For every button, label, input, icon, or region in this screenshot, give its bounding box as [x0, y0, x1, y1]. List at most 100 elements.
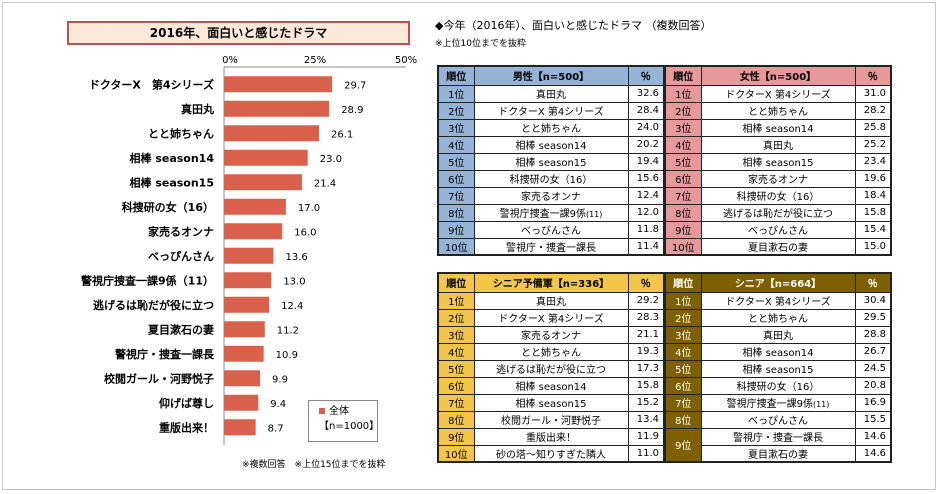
drama-title-cell: 科捜研の女（16）: [700, 376, 856, 395]
percent-cell: 19.6: [854, 169, 892, 188]
percent-cell: 15.6: [627, 169, 665, 188]
ranking-table-male: 順位 男性【n=500】％ 1位 真田丸 32.6 2位 ドクターX 第4シリーズ 28.4 3…: [437, 65, 665, 256]
rank-cell: 2位: [437, 101, 475, 120]
bar: [224, 125, 320, 142]
drama-title-cell: 相棒 season14: [700, 118, 856, 137]
drama-title-cell: 重版出来！: [473, 427, 629, 446]
percent-header: ％: [854, 65, 892, 86]
bar: [224, 247, 274, 264]
category-label: 警視庁・捜査一課長: [114, 347, 215, 361]
rank-cell: 6位: [664, 169, 702, 188]
table-row: 7位 警視庁捜査一課9係(11) 16.9: [664, 393, 892, 412]
table-row: 1位 真田丸 32.6: [437, 84, 665, 103]
table-row: 1位 ドクターX 第4シリーズ 30.4: [664, 291, 892, 310]
table-row: 3位 とと姉ちゃん 24.0: [437, 118, 665, 137]
percent-cell: 23.4: [854, 152, 892, 171]
drama-title-cell: 警視庁・捜査一課長: [700, 427, 856, 446]
table-row: 4位 相棒 season14 20.2: [437, 135, 665, 154]
drama-title-cell: ドクターX 第4シリーズ: [700, 84, 856, 103]
percent-cell: 14.6: [854, 427, 892, 446]
rank-cell: 9位: [664, 427, 702, 463]
table-row: 5位 相棒 season15 19.4: [437, 152, 665, 171]
table-row: 8位 警視庁捜査一課9係(11) 12.0: [437, 203, 665, 222]
table-row: 4位 真田丸 25.2: [664, 135, 892, 154]
chart-title: 2016年、面白いと感じたドラマ: [67, 21, 410, 45]
table-row: 5位 相棒 season15 24.5: [664, 359, 892, 378]
group-header: シニア【n=664】: [700, 272, 856, 293]
percent-cell: 29.5: [854, 308, 892, 327]
category-label: 相棒 season15: [129, 175, 214, 189]
bar: [224, 321, 265, 338]
drama-title-cell: 相棒 season15: [473, 152, 629, 171]
rank-cell: 5位: [664, 152, 702, 171]
category-label: 重版出来！: [159, 420, 214, 434]
drama-title-cell: べっぴんさん: [700, 410, 856, 429]
percent-cell: 15.8: [854, 203, 892, 222]
data-label: 29.7: [344, 80, 366, 91]
rank-cell: 4位: [437, 135, 475, 154]
tables-title: ◆今年（2016年）、面白いと感じたドラマ （複数回答）: [435, 19, 712, 32]
drama-title-cell: べっぴんさん: [700, 220, 856, 239]
table-row: 6位 相棒 season14 15.8: [437, 376, 665, 395]
rank-cell: 3位: [437, 325, 475, 344]
table-row: 10位 警視庁・捜査一課長 11.4: [437, 237, 665, 256]
percent-cell: 24.0: [627, 118, 665, 137]
table-row: 2位 ドクターX 第4シリーズ 28.4: [437, 101, 665, 120]
drama-title-cell: 警視庁・捜査一課長: [473, 237, 629, 256]
table-row: 6位 家売るオンナ 19.6: [664, 169, 892, 188]
category-label: とと姉ちゃん: [148, 126, 214, 140]
bar: [224, 296, 270, 313]
drama-title-cell: 校閲ガール・河野悦子: [473, 410, 629, 429]
drama-title-cell: 相棒 season15: [700, 359, 856, 378]
category-label: 科捜研の女（16）: [122, 200, 214, 214]
drama-title-cell: 科捜研の女（16）: [473, 169, 629, 188]
rank-cell: 3位: [664, 118, 702, 137]
drama-title-cell: 逃げるは恥だが役に立つ: [700, 203, 856, 222]
category-label: 真田丸: [181, 102, 215, 116]
rank-header: 順位: [664, 272, 702, 293]
table-row: 7位 相棒 season15 15.2: [437, 393, 665, 412]
rank-cell: 1位: [437, 84, 475, 103]
percent-cell: 12.4: [627, 186, 665, 205]
drama-title-cell: 砂の塔～知りすぎた隣人: [473, 444, 629, 463]
drama-title-cell: ドクターX 第4シリーズ: [473, 101, 629, 120]
rank-cell: 2位: [664, 308, 702, 327]
data-label: 16.0: [294, 227, 316, 238]
percent-cell: 16.9: [854, 393, 892, 412]
rank-header: 順位: [437, 272, 475, 293]
rank-cell: 6位: [437, 376, 475, 395]
table-row: 夏目漱石の妻 14.6: [665, 444, 892, 463]
rank-cell: 9位: [437, 220, 475, 239]
data-label: 23.0: [320, 154, 342, 165]
percent-cell: 11.0: [627, 444, 665, 463]
table-row: 7位 科捜研の女（16） 18.4: [664, 186, 892, 205]
percent-cell: 19.4: [627, 152, 665, 171]
percent-cell: 19.3: [627, 342, 665, 361]
rank-cell: 8位: [664, 410, 702, 429]
percent-cell: 24.5: [854, 359, 892, 378]
drama-title-cell: とと姉ちゃん: [700, 308, 856, 327]
data-label: 11.2: [277, 325, 299, 336]
table-row: 1位 ドクターX 第4シリーズ 31.0: [664, 84, 892, 103]
rank-cell: 9位: [664, 220, 702, 239]
percent-cell: 12.0: [627, 203, 665, 222]
chart-footnote: ※複数回答 ※上位15位までを抜粋: [242, 460, 386, 470]
table-row: 10位 夏目漱石の妻 15.0: [664, 237, 892, 256]
drama-title-cell: 相棒 season14: [473, 376, 629, 395]
rank-cell: 4位: [664, 135, 702, 154]
drama-title-cell: 真田丸: [700, 325, 856, 344]
percent-cell: 14.6: [854, 444, 892, 463]
table-row: 9位 べっぴんさん 11.8: [437, 220, 665, 239]
bar: [224, 76, 333, 93]
drama-title-cell: とと姉ちゃん: [700, 101, 856, 120]
bar: [224, 149, 308, 166]
percent-header: ％: [627, 272, 665, 293]
x-tick-label: 50%: [394, 55, 418, 66]
rank-cell: 7位: [664, 186, 702, 205]
table-row: 1位 真田丸 29.2: [437, 291, 665, 310]
rank-header: 順位: [664, 65, 702, 86]
bar: [224, 345, 264, 362]
legend-n: 【n=1000】: [319, 421, 380, 432]
percent-cell: 18.4: [854, 186, 892, 205]
